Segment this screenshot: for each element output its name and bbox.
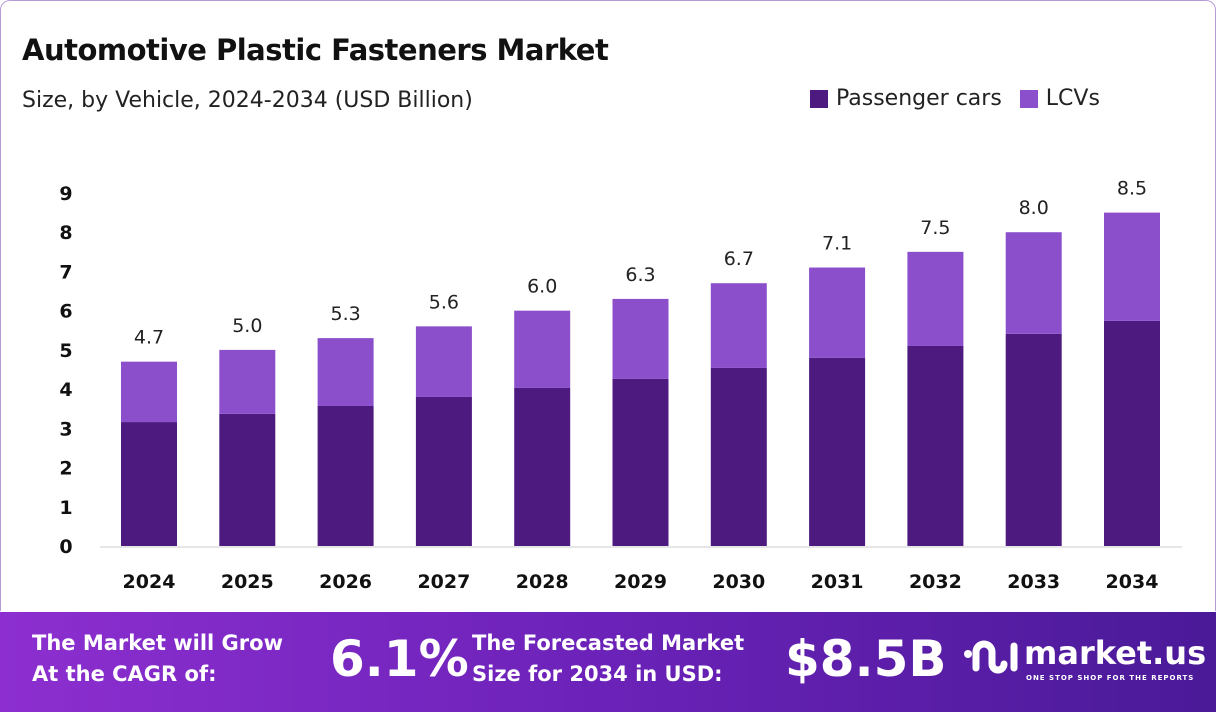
total-data-label: 5.6 xyxy=(429,291,459,313)
bar-passenger-cars xyxy=(809,357,866,546)
bar-lcvs xyxy=(612,298,669,379)
bar-lcvs xyxy=(121,361,177,423)
bar-passenger-cars xyxy=(907,345,964,546)
x-tick-label: 2030 xyxy=(712,571,765,593)
bar-lcvs xyxy=(317,338,374,406)
bar-chart: 0 1 2 3 4 5 6 7 8 9 4.7 2024 5.0 2025 5.3 2026 5.6 2027 6.… xyxy=(59,178,1182,593)
bar-lcvs xyxy=(1104,212,1160,321)
bar-passenger-cars xyxy=(1005,333,1062,546)
y-tick-label: 1 xyxy=(59,497,72,519)
total-data-label: 5.0 xyxy=(232,315,262,337)
y-tick-label: 5 xyxy=(59,340,72,362)
chart-title: Automotive Plastic Fasteners Market xyxy=(22,33,609,67)
total-data-label: 5.3 xyxy=(330,303,360,325)
logo-icon xyxy=(964,640,1018,674)
footer-banner: The Market will Grow At the CAGR of: 6.1… xyxy=(0,612,1216,712)
total-data-label: 7.1 xyxy=(822,233,852,255)
x-tick-label: 2024 xyxy=(123,571,176,593)
bar-passenger-cars xyxy=(514,387,571,546)
bar-lcvs xyxy=(907,251,964,346)
y-tick-label: 9 xyxy=(59,183,72,205)
x-tick-label: 2028 xyxy=(516,571,569,593)
y-tick-label: 0 xyxy=(59,536,72,558)
bar-lcvs xyxy=(710,283,767,368)
forecast-label-line: The Forecasted Market xyxy=(472,631,745,655)
y-tick-label: 6 xyxy=(59,301,72,323)
bar-passenger-cars xyxy=(415,396,472,546)
forecast-label-line: Size for 2034 in USD: xyxy=(472,662,723,686)
legend-swatch xyxy=(810,89,828,108)
x-tick-label: 2033 xyxy=(1007,571,1060,593)
bar-lcvs xyxy=(514,310,571,388)
y-tick-label: 8 xyxy=(59,222,72,244)
x-tick-label: 2032 xyxy=(909,571,962,593)
logo-name: market.us xyxy=(1024,634,1207,672)
total-data-label: 4.7 xyxy=(134,327,164,349)
total-data-label: 6.7 xyxy=(724,248,754,270)
x-tick-label: 2027 xyxy=(417,571,470,593)
legend-item-lcvs: LCVs xyxy=(1019,86,1100,111)
bar-passenger-cars xyxy=(1104,320,1160,546)
y-tick-label: 2 xyxy=(59,458,72,480)
x-tick-label: 2025 xyxy=(221,571,274,593)
bar-passenger-cars xyxy=(710,367,767,546)
bar-lcvs xyxy=(809,267,866,358)
cagr-value: 6.1% xyxy=(330,630,469,688)
x-tick-label: 2029 xyxy=(614,571,667,593)
y-tick-label: 3 xyxy=(59,418,72,440)
x-tick-label: 2034 xyxy=(1106,571,1159,593)
bar-passenger-cars xyxy=(121,422,177,546)
cagr-label-line: At the CAGR of: xyxy=(32,662,217,686)
logo-tagline: ONE STOP SHOP FOR THE REPORTS xyxy=(1026,674,1195,682)
y-tick-label: 7 xyxy=(59,261,72,283)
x-tick-label: 2031 xyxy=(811,571,864,593)
legend-swatch xyxy=(1019,89,1038,108)
y-tick-label: 4 xyxy=(59,379,72,401)
forecast-value: $8.5B xyxy=(785,630,947,688)
legend-label: Passenger cars xyxy=(836,86,1002,111)
bar-lcvs xyxy=(219,349,276,414)
total-data-label: 8.0 xyxy=(1019,197,1049,219)
bar-passenger-cars xyxy=(317,405,374,546)
cagr-label: The Market will Grow At the CAGR of: xyxy=(32,628,283,690)
cagr-label-line: The Market will Grow xyxy=(32,631,283,655)
x-tick-label: 2026 xyxy=(319,571,372,593)
bar-lcvs xyxy=(1005,232,1062,334)
forecast-label: The Forecasted Market Size for 2034 in U… xyxy=(472,628,744,690)
chart-subtitle: Size, by Vehicle, 2024-2034 (USD Billion… xyxy=(22,88,473,113)
legend-item-passenger-cars: Passenger cars xyxy=(810,86,1002,111)
bar-lcvs xyxy=(415,326,472,397)
bar-passenger-cars xyxy=(219,413,276,546)
legend: Passenger cars LCVs xyxy=(810,86,1100,111)
total-data-label: 7.5 xyxy=(920,217,950,239)
total-data-label: 6.0 xyxy=(527,276,557,298)
bar-passenger-cars xyxy=(612,378,669,546)
total-data-label: 6.3 xyxy=(625,264,655,286)
total-data-label: 8.5 xyxy=(1117,178,1147,200)
legend-label: LCVs xyxy=(1045,86,1100,111)
